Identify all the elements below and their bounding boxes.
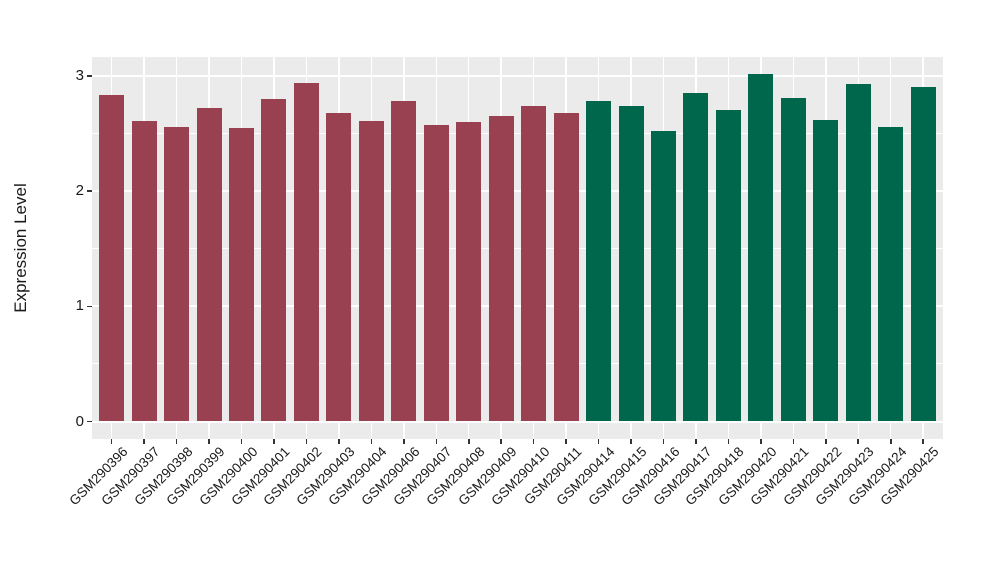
x-tick-mark-GSM290410 [532, 438, 535, 444]
bar-GSM290406 [391, 101, 417, 422]
bar-GSM290424 [878, 126, 904, 422]
x-tick-mark-GSM290396 [110, 438, 113, 444]
bar-GSM290415 [618, 105, 644, 422]
x-tick-mark-GSM290422 [825, 438, 827, 444]
gridline-major-y-1 [91, 305, 944, 308]
gridline-major-y-0 [91, 420, 944, 423]
x-tick-mark-GSM290417 [695, 438, 697, 444]
y-tick-label-0: 0 [75, 412, 84, 430]
bar-GSM290425 [910, 87, 936, 422]
y-tick-mark-0 [86, 420, 92, 423]
gridline-minor-y-1.5 [91, 248, 944, 250]
x-tick-mark-GSM290424 [889, 438, 892, 444]
x-tick-mark-GSM290400 [240, 438, 243, 444]
x-tick-mark-GSM290423 [857, 438, 860, 444]
bar-GSM290400 [229, 127, 255, 422]
bar-GSM290420 [748, 73, 774, 422]
y-tick-mark-1 [86, 305, 92, 308]
bar-GSM290417 [683, 93, 709, 422]
y-tick-mark-3 [86, 75, 92, 77]
bar-GSM290408 [456, 121, 482, 422]
gridline-major-y-3 [91, 74, 944, 77]
x-tick-mark-GSM290398 [175, 438, 178, 444]
x-tick-mark-GSM290425 [922, 438, 924, 444]
bar-GSM290401 [261, 98, 287, 422]
x-tick-mark-GSM290401 [273, 438, 275, 444]
gridline-minor-y-2.5 [91, 133, 944, 134]
x-tick-mark-GSM290406 [403, 438, 405, 444]
bar-GSM290403 [326, 112, 352, 422]
y-tick-label-2: 2 [75, 182, 84, 200]
x-tick-mark-GSM290411 [565, 438, 567, 444]
gridline-major-y-2 [91, 190, 944, 193]
bar-GSM290422 [813, 119, 839, 422]
x-tick-mark-GSM290414 [597, 438, 600, 444]
bar-GSM290398 [164, 126, 190, 422]
y-tick-label-1: 1 [75, 297, 84, 315]
x-tick-mark-GSM290416 [662, 438, 665, 444]
y-tick-label-3: 3 [75, 66, 84, 84]
x-tick-mark-GSM290415 [630, 438, 632, 444]
x-tick-mark-GSM290402 [305, 438, 308, 444]
gridline-minor-y-0.5 [91, 363, 944, 365]
bar-GSM290418 [715, 110, 741, 422]
y-tick-mark-2 [86, 190, 92, 192]
bar-GSM290416 [651, 131, 676, 422]
bar-GSM290414 [586, 101, 612, 422]
plot-panel [91, 57, 944, 439]
bar-GSM290402 [293, 82, 319, 422]
x-tick-mark-GSM290418 [727, 438, 730, 444]
bar-GSM290396 [99, 95, 125, 422]
x-tick-mark-GSM290420 [760, 438, 762, 444]
bar-GSM290409 [488, 116, 514, 422]
bar-GSM290404 [358, 120, 384, 422]
x-tick-mark-GSM290421 [792, 438, 795, 444]
x-tick-mark-GSM290403 [338, 438, 340, 444]
bar-GSM290410 [521, 105, 547, 422]
x-tick-mark-GSM290397 [143, 438, 145, 444]
bar-GSM290411 [553, 112, 579, 422]
x-tick-mark-GSM290408 [467, 438, 470, 444]
x-tick-mark-GSM290399 [208, 438, 210, 444]
x-tick-mark-GSM290404 [370, 438, 373, 444]
y-axis-title: Expression Level [11, 183, 30, 313]
x-tick-mark-GSM290409 [500, 438, 502, 444]
x-tick-mark-GSM290407 [435, 438, 438, 444]
bar-GSM290397 [131, 120, 157, 422]
bar-GSM290423 [845, 83, 871, 422]
bar-GSM290399 [196, 108, 222, 422]
bar-GSM290407 [423, 125, 449, 422]
bar-GSM290421 [780, 97, 806, 422]
